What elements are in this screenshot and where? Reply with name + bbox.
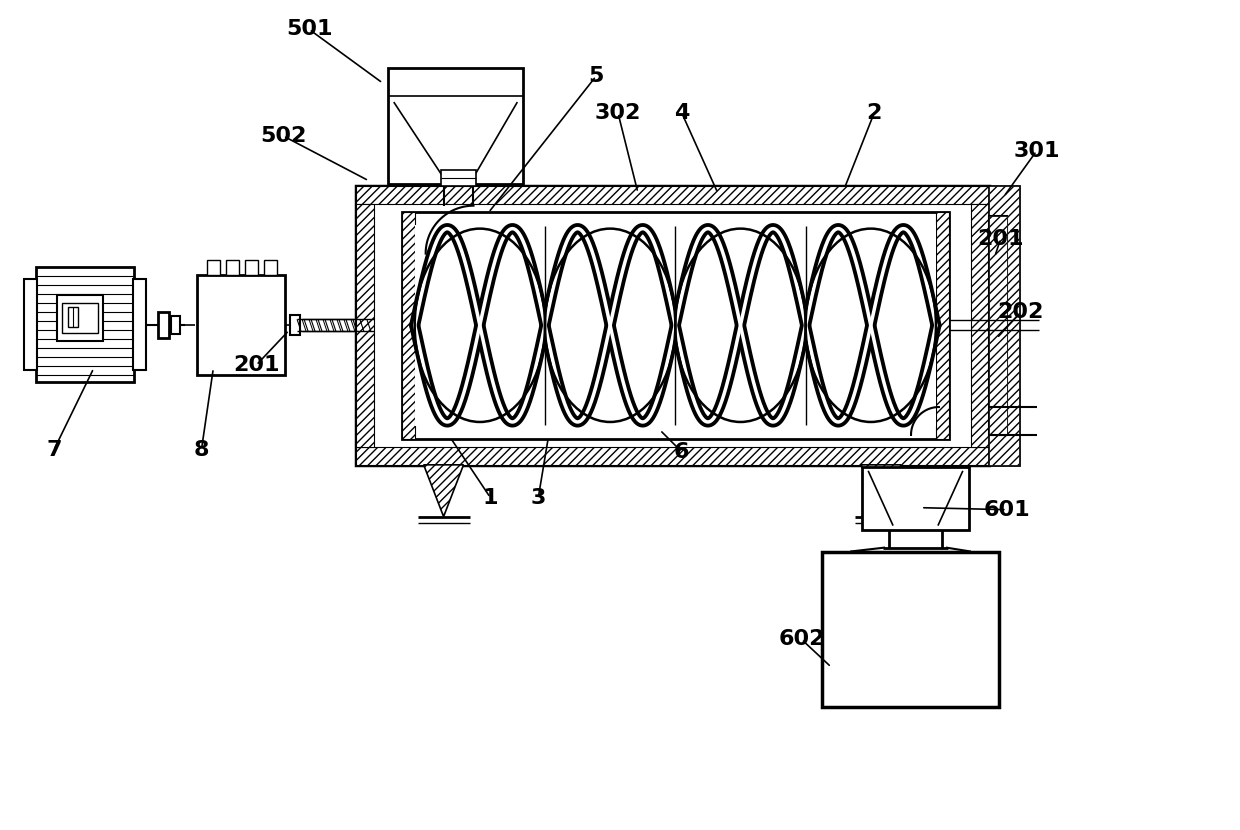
Text: 201: 201	[233, 355, 279, 375]
Bar	[157, 312, 169, 339]
Bar	[68, 307, 78, 327]
Polygon shape	[424, 465, 464, 516]
Bar	[171, 316, 181, 334]
Bar	[57, 295, 103, 341]
Bar	[988, 216, 1007, 435]
Bar	[402, 212, 414, 439]
Text: 501: 501	[285, 19, 332, 39]
Bar	[988, 186, 1019, 465]
Bar	[862, 466, 968, 530]
Text: 5: 5	[589, 66, 604, 86]
Text: 602: 602	[779, 629, 825, 649]
Text: 301: 301	[1013, 141, 1060, 161]
Bar	[356, 447, 988, 465]
Bar	[356, 186, 988, 203]
Text: 3: 3	[531, 488, 546, 508]
Bar	[822, 552, 998, 707]
Text: 4: 4	[675, 103, 689, 123]
Bar	[356, 203, 373, 447]
Bar	[36, 267, 134, 382]
Bar	[414, 225, 936, 426]
Text: 7: 7	[46, 440, 62, 460]
Text: 2: 2	[867, 103, 882, 123]
Bar	[264, 260, 278, 276]
Text: 6: 6	[675, 442, 689, 461]
Bar	[356, 186, 988, 465]
Text: 1: 1	[482, 488, 498, 508]
Bar	[207, 260, 221, 276]
Bar	[388, 68, 523, 183]
Text: 502: 502	[260, 126, 306, 146]
Bar	[197, 276, 285, 375]
Text: 201: 201	[977, 228, 1024, 249]
Bar	[402, 212, 949, 439]
Bar	[290, 315, 300, 335]
Bar	[24, 280, 37, 370]
Text: 8: 8	[193, 440, 210, 460]
Text: 601: 601	[983, 500, 1030, 520]
Bar	[440, 170, 476, 186]
Bar	[988, 186, 1019, 465]
Text: 202: 202	[997, 302, 1044, 322]
Bar	[936, 212, 949, 439]
Bar	[62, 304, 98, 334]
Bar	[227, 260, 239, 276]
Bar	[246, 260, 258, 276]
Bar	[133, 280, 145, 370]
Bar	[988, 216, 1007, 435]
Text: 302: 302	[595, 103, 641, 123]
Polygon shape	[862, 465, 901, 516]
Bar	[971, 203, 988, 447]
